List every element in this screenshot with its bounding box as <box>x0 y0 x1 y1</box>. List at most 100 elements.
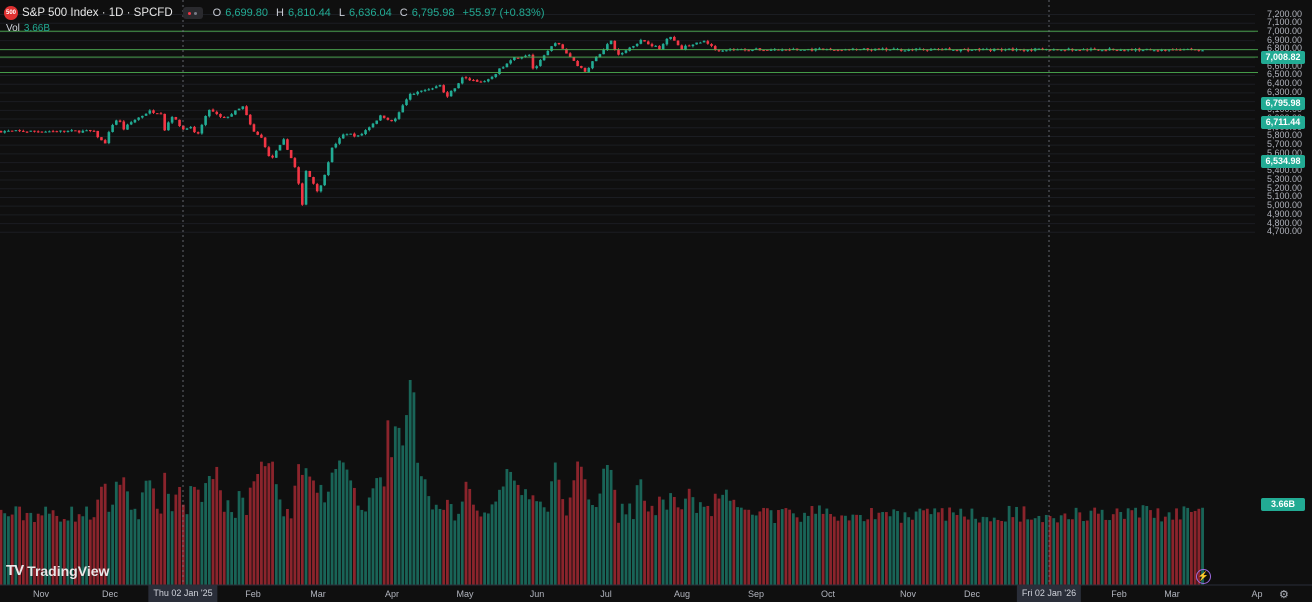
volume-bar <box>397 427 401 585</box>
candle-body <box>189 127 193 129</box>
candle-body <box>821 48 825 50</box>
candle-body <box>267 147 271 156</box>
volume-bar <box>501 486 505 585</box>
gear-icon[interactable]: ⚙ <box>1279 589 1289 601</box>
candle-body <box>620 53 624 55</box>
x-highlight-label: Fri 02 Jan '26 <box>1016 585 1082 602</box>
volume-bar <box>706 505 710 585</box>
volume-bar <box>944 520 948 585</box>
x-tick-label: Feb <box>245 589 261 599</box>
volume-bar <box>1149 510 1152 585</box>
candle-body <box>167 122 170 131</box>
x-tick-label: Dec <box>101 589 119 599</box>
volume-bar <box>196 489 200 585</box>
volume-bar <box>587 499 591 585</box>
volume-bar <box>1026 519 1030 585</box>
volume-bar <box>490 504 494 585</box>
volume-bar <box>937 512 940 585</box>
candle-body <box>479 81 483 83</box>
y-tick-label: 4,700.00 <box>1267 226 1303 237</box>
x-tick-label: Mar <box>1164 589 1180 599</box>
symbol-title[interactable]: S&P 500 Index · 1D · SPCFD <box>22 7 173 19</box>
candle-body <box>174 117 178 120</box>
lightning-icon[interactable]: ⚡ <box>1196 569 1211 584</box>
candle-body <box>278 144 282 151</box>
volume-bar <box>263 466 267 585</box>
candle-body <box>141 115 144 118</box>
volume-bar <box>1007 505 1011 585</box>
volume-bar <box>494 501 498 585</box>
low-label: L <box>338 7 345 19</box>
volume-bar <box>219 490 222 585</box>
candle-body <box>524 55 527 57</box>
volume-bar <box>185 514 189 585</box>
candle-body <box>286 139 289 150</box>
candle-body <box>762 50 765 52</box>
volume-bar <box>193 486 196 585</box>
volume-bar <box>1022 506 1026 585</box>
candle-body <box>609 40 613 45</box>
volume-bar <box>222 511 226 585</box>
volume-bar <box>691 497 695 585</box>
x-tick-label: Mar <box>310 589 326 599</box>
volume-bar <box>777 510 780 585</box>
volume-bar <box>211 479 215 585</box>
candle-body <box>256 131 259 135</box>
volume-bar <box>460 501 464 585</box>
volume-bar <box>479 516 483 585</box>
volume-bar <box>226 500 230 585</box>
volume-bar <box>152 488 155 585</box>
tradingview-wordmark: TradingView <box>27 562 110 579</box>
candle-body <box>766 49 769 51</box>
volume-bar <box>401 445 405 585</box>
candle-body <box>152 110 155 113</box>
volume-bar <box>728 500 732 585</box>
candle-body <box>542 55 546 61</box>
volume-bar <box>881 512 885 585</box>
volume-bar <box>1108 520 1111 585</box>
volume-bar <box>951 512 955 585</box>
volume-bar <box>981 516 985 585</box>
volume-bar <box>773 522 777 585</box>
candle-body <box>446 92 449 97</box>
volume-bar <box>579 466 583 585</box>
volume-bar <box>1093 507 1097 585</box>
candle-body <box>327 162 330 176</box>
volume-bar <box>457 513 460 585</box>
volume-bar <box>654 515 658 585</box>
volume-bar <box>546 511 550 585</box>
candle-body <box>315 184 319 192</box>
volume-bar <box>617 522 620 585</box>
volume-bar <box>684 498 687 585</box>
volume-bar <box>535 501 539 585</box>
x-highlight-label: Thu 02 Jan '25 <box>148 585 218 602</box>
chart-legend: 500 S&P 500 Index · 1D · SPCFD O 6,699.80… <box>4 4 549 22</box>
market-status-icon[interactable] <box>182 7 203 19</box>
volume-bar <box>844 515 847 585</box>
x-tick-label: Oct <box>820 589 836 599</box>
candle-body <box>836 49 840 51</box>
candle-body <box>438 85 442 87</box>
candle-body <box>490 76 494 79</box>
volume-bar <box>1082 521 1085 585</box>
x-tick-label: Jul <box>600 589 612 599</box>
volume-bar <box>911 519 914 585</box>
volume-bar <box>334 469 338 585</box>
candle-body <box>531 54 535 69</box>
candle-body <box>643 40 646 42</box>
level-tag-6534: 6,534.98 <box>1261 155 1305 168</box>
volume-bar <box>609 469 613 585</box>
candle-body <box>516 57 520 59</box>
volume-bar <box>814 513 818 585</box>
candle-body <box>501 67 505 69</box>
tradingview-logo-icon: TV <box>6 562 24 579</box>
volume-bar <box>7 516 10 585</box>
tradingview-logo[interactable]: TV TradingView <box>6 562 109 579</box>
candle-body <box>1007 48 1011 50</box>
candle-body <box>572 57 576 61</box>
volume-bar <box>591 505 594 585</box>
candle-body <box>494 74 498 77</box>
volume-bar <box>323 502 327 585</box>
candle-body <box>252 124 256 132</box>
